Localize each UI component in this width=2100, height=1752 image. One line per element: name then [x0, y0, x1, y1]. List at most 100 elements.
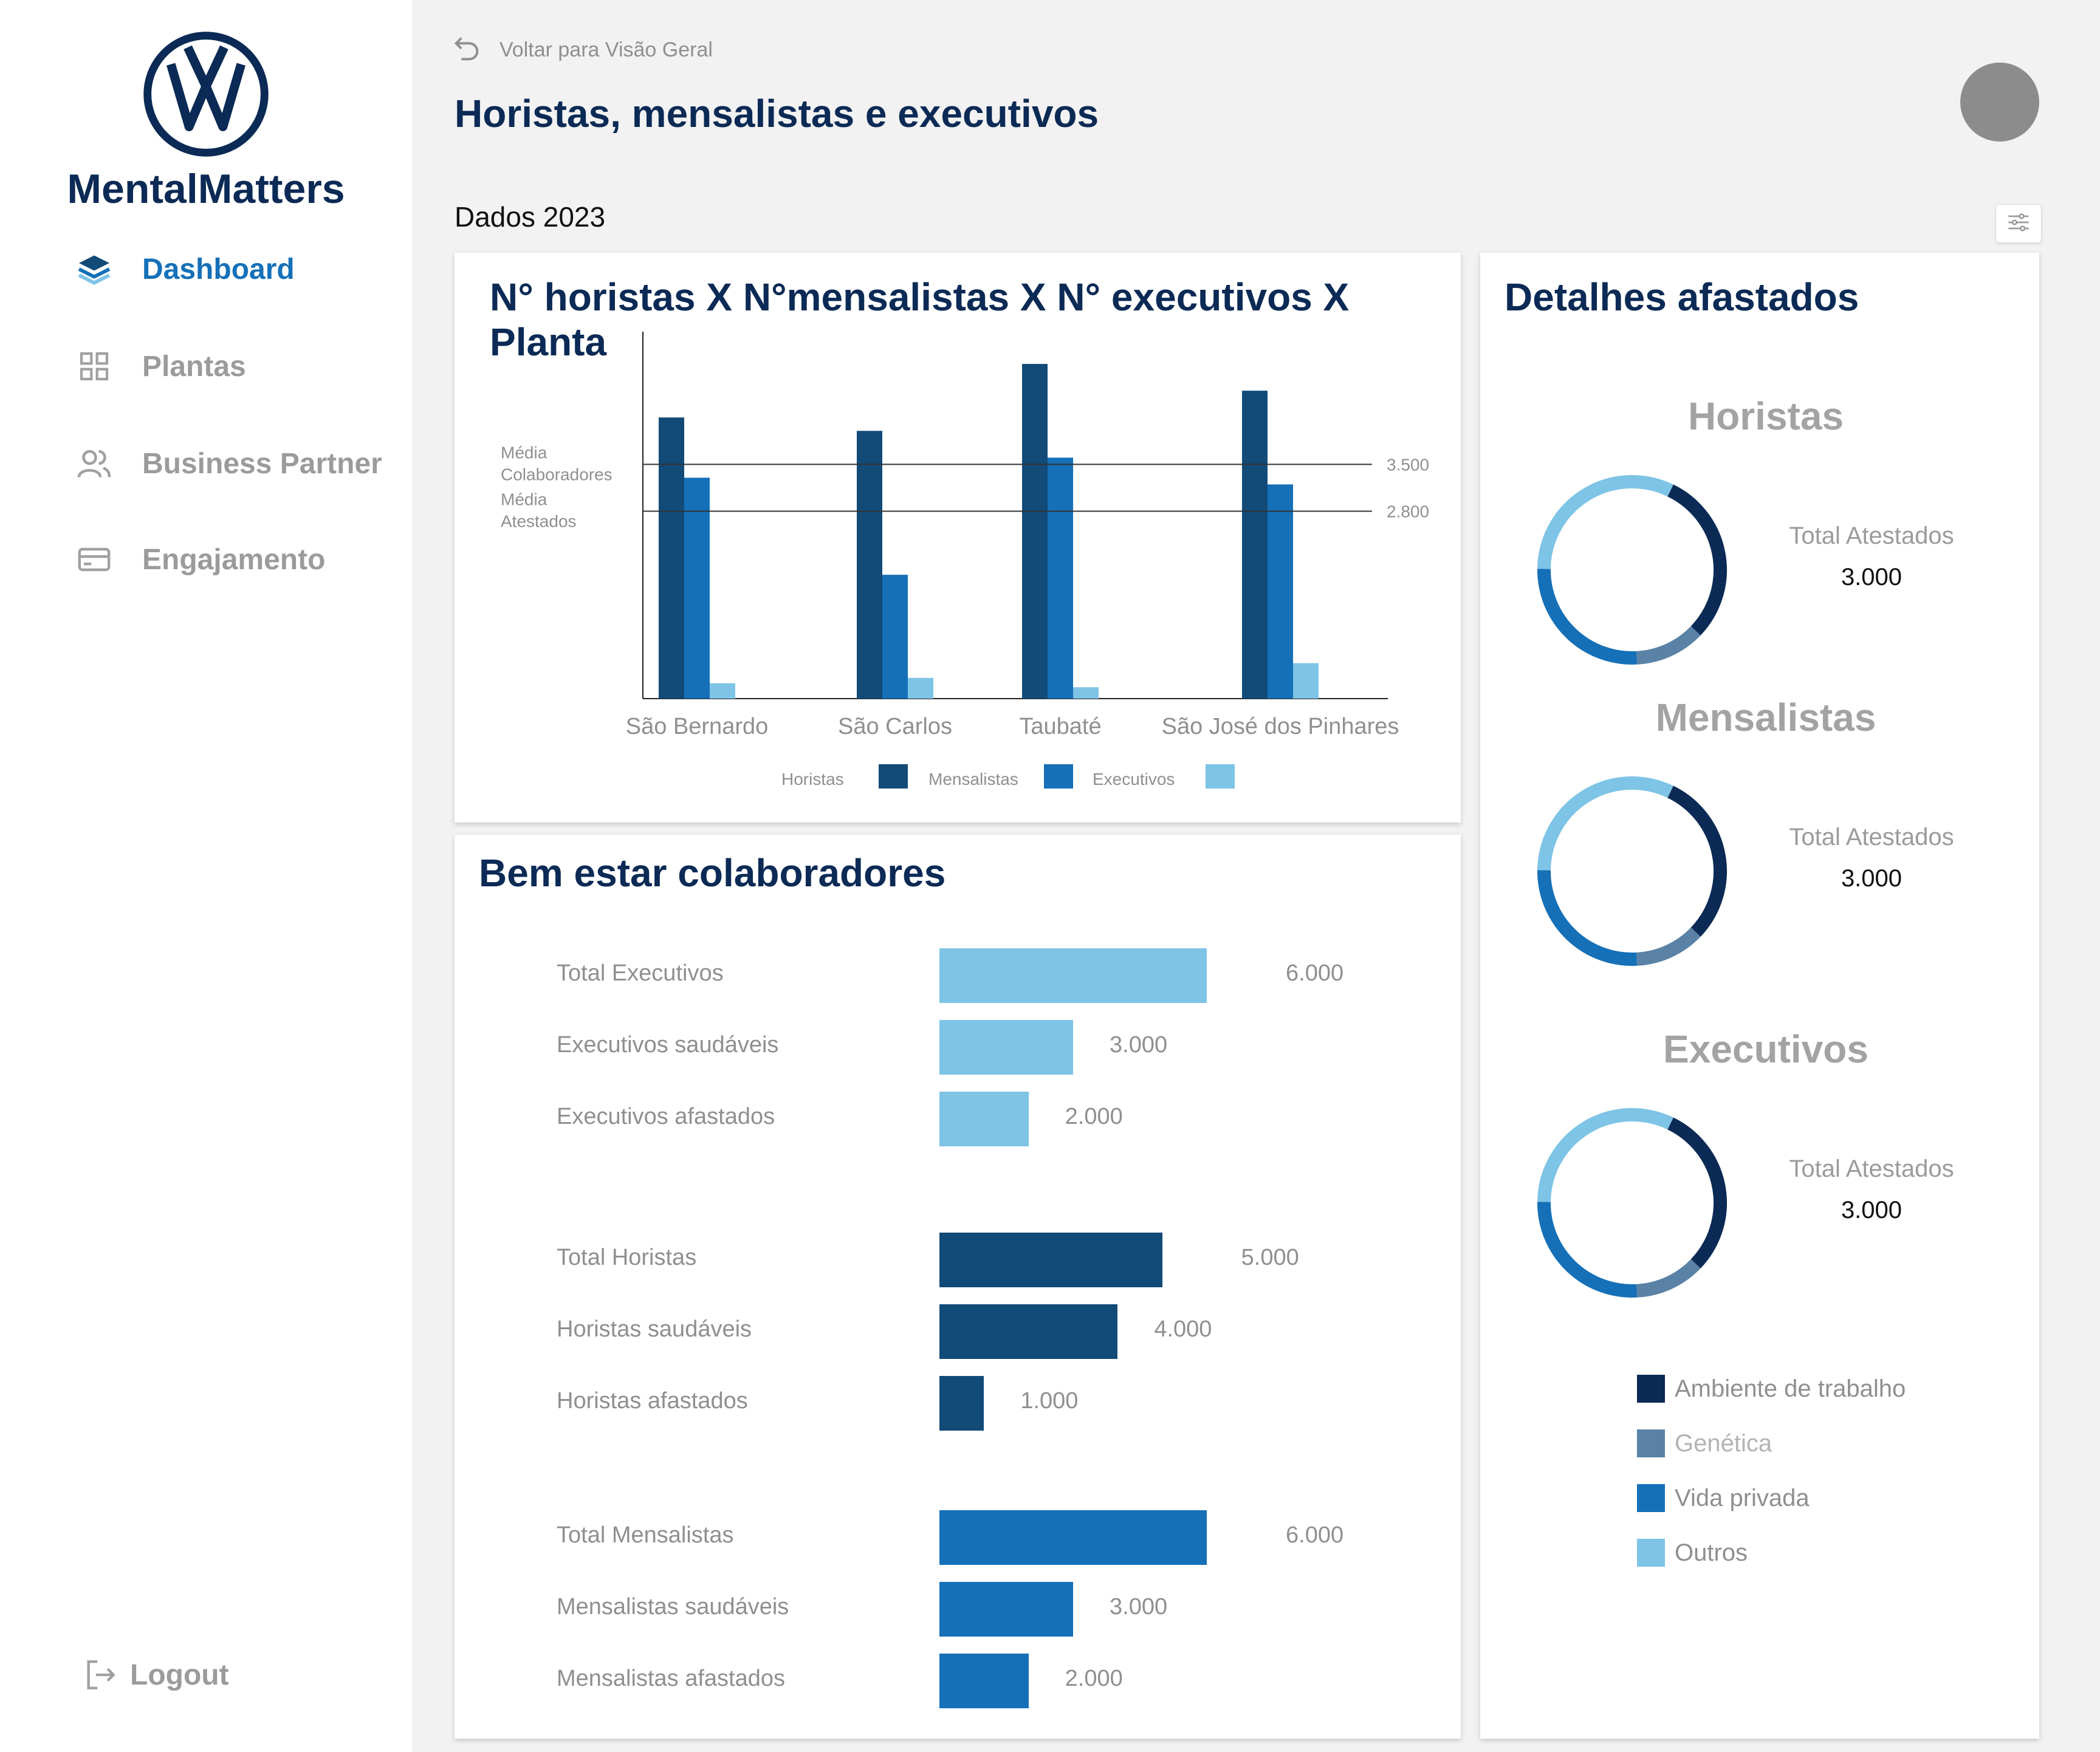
bar-label: Total Horistas	[557, 1245, 697, 1270]
nav-item-label: Engajamento	[142, 543, 326, 576]
users-icon	[73, 442, 115, 485]
legend-swatch	[879, 764, 908, 789]
x-tick-label: São José dos Pinhares	[1162, 714, 1399, 739]
back-link[interactable]: Voltar para Visão Geral	[451, 32, 713, 68]
wellbeing-title: Bem estar colaboradores	[479, 851, 946, 895]
bar-value: 3.000	[1110, 1594, 1168, 1620]
logout-label: Logout	[130, 1658, 229, 1691]
filter-button[interactable]	[1995, 204, 2042, 243]
legend-label: Vida privada	[1675, 1484, 1810, 1511]
bar	[857, 431, 882, 699]
page-title: Horistas, mensalistas e executivos	[455, 92, 1099, 135]
donut-title: Executivos	[1663, 1027, 1868, 1071]
bar-value: 2.000	[1065, 1104, 1123, 1129]
bar-value: 2.000	[1065, 1666, 1123, 1691]
nav-item-label: Plantas	[142, 350, 246, 383]
bar	[939, 1304, 1118, 1359]
bar-value: 6.000	[1286, 1522, 1344, 1548]
avatar[interactable]	[1960, 63, 2039, 142]
bar	[659, 417, 684, 699]
wellbeing-chart: Total Executivos 6.000 Executivos saudávei…	[455, 835, 1461, 1739]
nav-item-engajamento[interactable]: Engajamento	[73, 526, 401, 593]
bar	[939, 1020, 1073, 1075]
nav-item-dashboard[interactable]: Dashboard	[73, 236, 401, 303]
card-icon	[73, 538, 115, 581]
donut-slice	[1636, 927, 1701, 966]
legend-label: Executivos	[1093, 770, 1175, 789]
absence-details-card: Detalhes afastados Horistas Total Atestad…	[1480, 253, 2039, 1739]
total-label: Total Atestados	[1789, 824, 1954, 850]
bar	[1022, 364, 1048, 699]
bar	[939, 1376, 984, 1431]
donut-legend: Ambiente de trabalho Genética Vida priva…	[1637, 1370, 1906, 1571]
legend-swatch	[1206, 764, 1235, 789]
bar	[939, 1510, 1207, 1565]
legend-swatch	[1637, 1429, 1665, 1457]
legend-swatch	[1637, 1484, 1665, 1512]
legend-swatch	[1637, 1539, 1665, 1567]
legend-label: Outros	[1675, 1539, 1748, 1566]
sliders-icon	[2006, 210, 2031, 238]
legend-label: Ambiente de trabalho	[1675, 1375, 1906, 1402]
bar	[1242, 391, 1268, 699]
nav-item-business-partner[interactable]: Business Partner	[73, 430, 401, 497]
legend-item: Outros	[1637, 1535, 1906, 1571]
legend-swatch	[1044, 764, 1073, 789]
legend-item: Genética	[1637, 1425, 1906, 1462]
legend-item: Vida privada	[1637, 1480, 1906, 1516]
donut-slice	[1537, 870, 1638, 966]
donut-chart	[1537, 475, 1727, 665]
x-tick-label: Taubaté	[1019, 714, 1101, 739]
sidebar: MentalMatters Dashboard Plantas Busin	[0, 0, 412, 1752]
bar	[710, 683, 735, 699]
donut-slice	[1636, 1259, 1701, 1298]
back-link-label: Voltar para Visão Geral	[499, 38, 713, 61]
bar	[939, 948, 1207, 1003]
bar-label: Horistas saudáveis	[557, 1316, 752, 1342]
donut-chart	[1537, 1108, 1727, 1298]
donut-slice	[1537, 569, 1638, 665]
reference-line-label: Média Colaboradores	[501, 443, 612, 484]
bar-label: Executivos saudáveis	[557, 1032, 779, 1058]
total-value: 3.000	[1841, 865, 1903, 892]
reference-line-value: 2.800	[1387, 502, 1429, 521]
logout-icon	[79, 1654, 122, 1696]
donut-slice	[1537, 1108, 1673, 1202]
donut-slice	[1667, 484, 1727, 635]
grid-icon	[73, 345, 115, 388]
legend-swatch	[1637, 1375, 1665, 1403]
bar	[1293, 663, 1319, 699]
bar-label: Mensalistas afastados	[557, 1666, 785, 1691]
bar-label: Total Executivos	[557, 960, 724, 986]
vw-logo-icon	[143, 32, 269, 157]
absence-details-title: Detalhes afastados	[1505, 275, 1859, 319]
donut-title: Mensalistas	[1655, 696, 1876, 739]
total-value: 3.000	[1841, 1197, 1903, 1223]
x-tick-label: São Carlos	[838, 714, 952, 739]
total-label: Total Atestados	[1789, 1155, 1954, 1182]
bar-value: 5.000	[1241, 1245, 1299, 1270]
bar	[684, 477, 710, 699]
bar	[939, 1582, 1073, 1637]
legend-label: Mensalistas	[928, 770, 1018, 789]
logout-button[interactable]: Logout	[79, 1641, 407, 1708]
legend-item: Ambiente de trabalho	[1637, 1370, 1906, 1407]
total-value: 3.000	[1841, 564, 1903, 590]
legend-label: Horistas	[781, 770, 844, 789]
donut-slice	[1537, 776, 1673, 871]
nav-item-label: Business Partner	[142, 447, 382, 480]
donut-title: Horistas	[1687, 394, 1844, 438]
reference-line-label: Média Atestados	[501, 490, 577, 530]
bar-value: 3.000	[1110, 1032, 1168, 1058]
donut-slice	[1636, 626, 1701, 665]
bar	[882, 575, 908, 699]
bar	[939, 1233, 1162, 1287]
plant-chart: São Bernardo São Carlos Taubaté São José do…	[501, 332, 1429, 789]
total-label: Total Atestados	[1789, 522, 1954, 549]
bar-label: Executivos afastados	[557, 1104, 775, 1129]
back-arrow-icon	[451, 33, 482, 67]
donut-slice	[1537, 475, 1673, 569]
x-tick-label: São Bernardo	[626, 714, 769, 739]
nav-item-plantas[interactable]: Plantas	[73, 333, 401, 400]
bar-value: 1.000	[1020, 1388, 1079, 1414]
